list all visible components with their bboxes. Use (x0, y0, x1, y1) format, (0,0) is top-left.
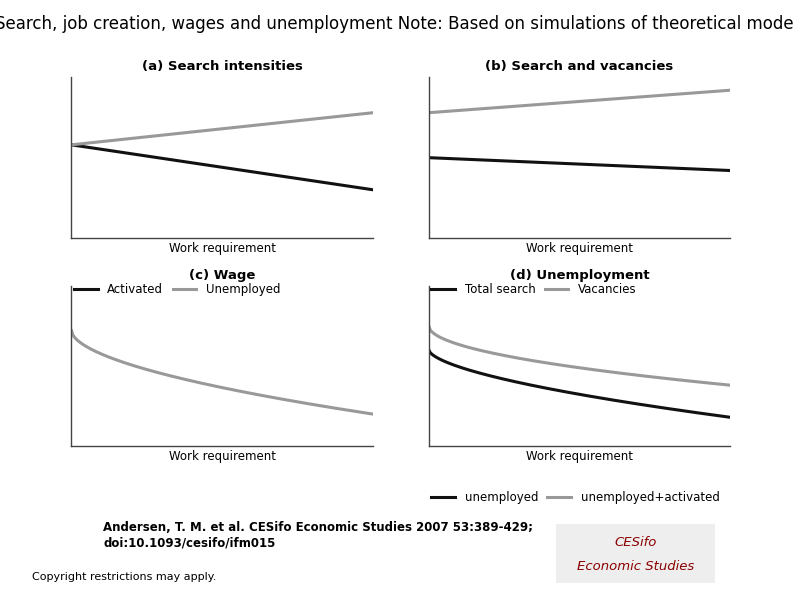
Title: (d) Unemployment: (d) Unemployment (510, 269, 649, 281)
Title: (b) Search and vacancies: (b) Search and vacancies (485, 61, 674, 73)
Text: Search, job creation, wages and unemployment Note: Based on simulations of theor: Search, job creation, wages and unemploy… (0, 15, 794, 33)
X-axis label: Work requirement: Work requirement (169, 450, 276, 464)
X-axis label: Work requirement: Work requirement (526, 242, 633, 255)
Legend: unemployed, unemployed+activated: unemployed, unemployed+activated (426, 486, 724, 509)
Text: Copyright restrictions may apply.: Copyright restrictions may apply. (32, 572, 216, 582)
Text: Andersen, T. M. et al. CESifo Economic Studies 2007 53:389-429;: Andersen, T. M. et al. CESifo Economic S… (103, 521, 534, 534)
Text: Economic Studies: Economic Studies (576, 560, 694, 573)
X-axis label: Work requirement: Work requirement (526, 450, 633, 464)
Title: (a) Search intensities: (a) Search intensities (142, 61, 303, 73)
Legend: Total search, Vacancies: Total search, Vacancies (426, 278, 641, 300)
Text: doi:10.1093/cesifo/ifm015: doi:10.1093/cesifo/ifm015 (103, 537, 276, 550)
Title: (c) Wage: (c) Wage (189, 269, 256, 281)
X-axis label: Work requirement: Work requirement (169, 242, 276, 255)
Legend: Activated, Unemployed: Activated, Unemployed (69, 278, 285, 300)
Text: CESifo: CESifo (614, 536, 657, 549)
